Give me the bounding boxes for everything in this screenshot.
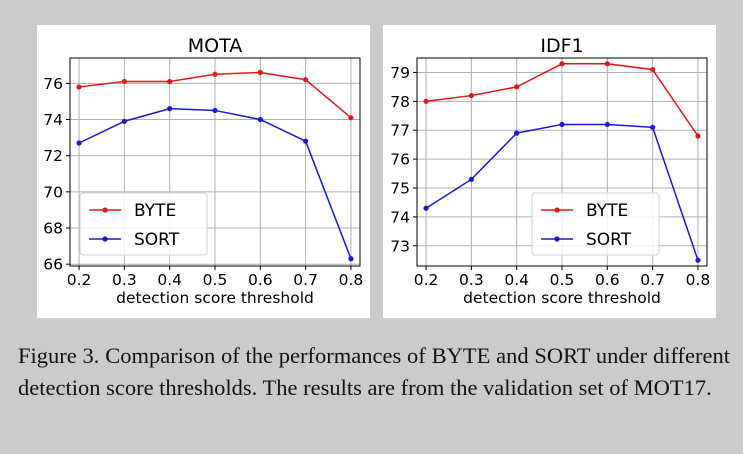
figure-caption: Figure 3. Comparison of the performances… [18,343,730,400]
mota-xtick-label: 0.2 [67,271,92,289]
mota-point-sort [348,256,354,262]
idf1-point-sort [468,176,474,182]
idf1-axes-frame [416,57,708,267]
idf1-ytick-label: 78 [390,93,410,111]
mota-xtick-label: 0.3 [112,271,137,289]
idf1-point-sort [514,130,520,136]
mota-point-byte [121,78,127,85]
mota-point-byte [167,78,173,85]
mota-ytick-label: 66 [43,256,63,274]
mota-xtick-label: 0.6 [248,271,273,289]
mota-xtick-label: 0.8 [339,271,364,289]
idf1-point-byte [695,133,701,139]
idf1-ytick-label: 79 [390,64,410,82]
idf1-point-sort [423,205,429,211]
idf1-legend-marker-byte [554,207,560,213]
mota-chart: 0.2 0.3 0.4 0.5 0.6 0.7 0.8 66 68 70 72 74 76 MOTA det… [43,35,364,307]
idf1-legend-marker-sort [554,236,560,242]
idf1-point-sort [650,124,656,130]
mota-legend-marker-byte [102,207,108,213]
idf1-point-byte [468,92,474,99]
idf1-point-sort [604,121,610,128]
mota-point-sort [121,118,127,124]
idf1-point-byte [604,61,610,67]
idf1-point-byte [514,84,520,90]
mota-legend-label-sort: SORT [134,230,180,250]
idf1-xtick-label: 0.3 [459,271,484,289]
idf1-x-axis-label: detection score threshold [463,289,661,307]
idf1-ytick-label: 73 [390,237,410,255]
idf1-point-byte [559,61,565,67]
mota-legend: BYTE SORT [79,192,208,256]
idf1-ytick-label: 74 [390,208,410,226]
idf1-xtick-label: 0.7 [640,271,665,289]
mota-point-sort [212,107,218,114]
mota-ytick-label: 72 [43,147,63,165]
mota-xtick-label: 0.7 [293,271,318,289]
idf1-ytick-label: 77 [390,122,410,140]
idf1-point-byte [650,66,656,73]
mota-x-axis-label: detection score threshold [116,289,314,307]
idf1-chart: 0.2 0.3 0.4 0.5 0.6 0.7 0.8 73 74 75 76 77 78 79 IDF1 d… [390,35,711,307]
idf1-point-sort [695,257,701,263]
idf1-point-sort [559,121,565,128]
idf1-chart-panel: 0.2 0.3 0.4 0.5 0.6 0.7 0.8 73 74 75 76 77 78 79 IDF1 d… [383,25,716,318]
mota-legend-marker-sort [102,236,108,242]
mota-point-byte [348,115,354,121]
idf1-legend-label-byte: BYTE [586,201,628,221]
mota-point-sort [167,106,173,112]
mota-point-byte [303,77,309,83]
mota-point-byte [76,84,82,90]
mota-ytick-label: 70 [43,183,63,201]
mota-chart-panel: 0.2 0.3 0.4 0.5 0.6 0.7 0.8 66 68 70 72 74 76 MOTA det… [37,25,370,318]
mota-ytick-label: 68 [43,220,63,238]
idf1-ytick-label: 76 [390,151,410,169]
mota-xtick-label: 0.4 [157,271,182,289]
mota-title: MOTA [188,35,242,57]
mota-point-byte [212,71,218,77]
idf1-xtick-label: 0.5 [550,271,575,289]
idf1-legend-label-sort: SORT [586,230,632,250]
idf1-legend: BYTE SORT [531,192,660,256]
mota-legend-label-byte: BYTE [134,201,176,221]
mota-axes-frame [69,57,361,267]
idf1-xtick-label: 0.6 [595,271,620,289]
mota-ytick-label: 74 [43,111,63,129]
idf1-xtick-label: 0.8 [686,271,711,289]
idf1-ytick-label: 75 [390,180,410,198]
idf1-title: IDF1 [540,35,583,57]
mota-point-sort [257,116,263,123]
mota-xtick-label: 0.5 [203,271,228,289]
idf1-point-byte [423,98,429,104]
mota-point-byte [257,69,263,76]
idf1-xtick-label: 0.4 [504,271,529,289]
mota-ytick-label: 76 [43,75,63,93]
mota-point-sort [303,138,309,144]
idf1-xtick-label: 0.2 [414,271,439,289]
mota-point-sort [76,140,82,146]
